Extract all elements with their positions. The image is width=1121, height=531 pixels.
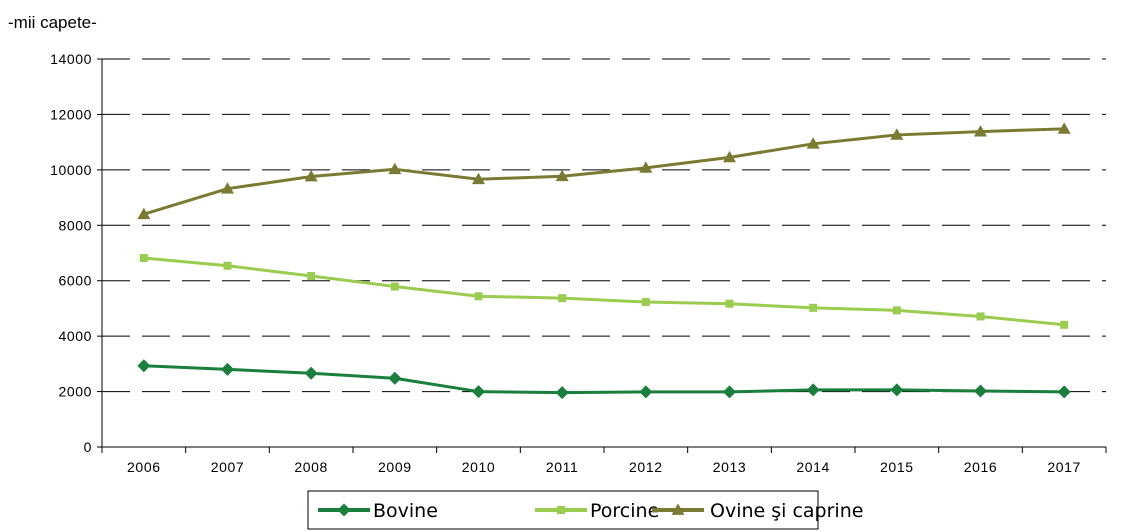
point-ovine-i-caprine-2011 bbox=[555, 169, 569, 182]
y-tick-label-6000: 6000 bbox=[58, 273, 92, 289]
series-ovine-i-caprine bbox=[137, 122, 1071, 220]
gridlines bbox=[102, 58, 1106, 393]
point-porcine-2013 bbox=[725, 299, 734, 308]
point-bovine-2007 bbox=[221, 362, 234, 376]
series-line-porcine bbox=[143, 256, 1065, 327]
point-bovine-2008 bbox=[304, 366, 318, 380]
series-line-bovine bbox=[143, 364, 1065, 395]
point-ovine-i-caprine-2012 bbox=[639, 161, 653, 173]
point-ovine-i-caprine-2008 bbox=[304, 170, 318, 182]
y-tick-label-2000: 2000 bbox=[58, 384, 92, 400]
point-porcine-2015 bbox=[892, 306, 901, 315]
legend: Bovine Porcine Ovine şi caprine bbox=[307, 490, 863, 530]
x-axis-ticks: 2006 2007 2008 2009 2010 2011 2012 2013 2014 2015… bbox=[101, 447, 1107, 475]
point-ovine-i-caprine-2017 bbox=[1057, 122, 1071, 134]
x-tick-label-2009: 2009 bbox=[378, 459, 412, 475]
y-tick-label-14000: 14000 bbox=[50, 51, 92, 67]
point-bovine-2014 bbox=[806, 383, 820, 397]
x-tick-label-2011: 2011 bbox=[546, 459, 579, 475]
series-lines bbox=[137, 122, 1071, 400]
y-tick-label-12000: 12000 bbox=[50, 106, 92, 122]
point-bovine-2017 bbox=[1057, 385, 1071, 399]
point-porcine-2016 bbox=[976, 312, 985, 321]
point-ovine-i-caprine-2015 bbox=[890, 128, 904, 140]
series-porcine bbox=[139, 253, 1069, 329]
axes bbox=[101, 59, 1106, 448]
point-porcine-2006 bbox=[139, 253, 148, 262]
point-bovine-2013 bbox=[723, 385, 736, 399]
point-porcine-2009 bbox=[390, 282, 399, 291]
series-line-ovine-i-caprine bbox=[143, 127, 1065, 216]
point-bovine-2015 bbox=[890, 383, 904, 397]
legend-marker-porcine bbox=[557, 506, 565, 514]
x-tick-label-2017: 2017 bbox=[1047, 459, 1081, 475]
x-tick-label-2008: 2008 bbox=[294, 459, 328, 475]
point-bovine-2009 bbox=[388, 371, 402, 385]
x-tick-label-2010: 2010 bbox=[462, 459, 496, 475]
legend-label-porcine: Porcine bbox=[590, 500, 659, 522]
legend-label-ovine-i-caprine: Ovine şi caprine bbox=[710, 500, 863, 522]
y-tick-label-4000: 4000 bbox=[58, 328, 92, 344]
x-tick-label-2014: 2014 bbox=[796, 459, 830, 475]
y-axis-ticks: 0 2000 4000 6000 8000 10000 12000 14000 bbox=[50, 51, 102, 455]
x-tick-label-2015: 2015 bbox=[880, 459, 914, 475]
point-porcine-2011 bbox=[558, 294, 567, 303]
y-tick-label-0: 0 bbox=[84, 439, 92, 455]
point-bovine-2011 bbox=[555, 386, 569, 400]
point-ovine-i-caprine-2007 bbox=[221, 182, 234, 194]
point-porcine-2008 bbox=[307, 272, 316, 281]
point-porcine-2017 bbox=[1060, 320, 1069, 329]
point-ovine-i-caprine-2014 bbox=[806, 137, 820, 149]
point-bovine-2012 bbox=[639, 385, 653, 399]
point-bovine-2010 bbox=[472, 385, 485, 399]
point-porcine-2010 bbox=[474, 292, 483, 301]
legend-label-bovine: Bovine bbox=[373, 500, 438, 522]
legend-marker-bovine bbox=[337, 503, 351, 517]
unit-label: -mii capete- bbox=[8, 13, 97, 32]
point-bovine-2006 bbox=[137, 359, 151, 373]
point-ovine-i-caprine-2006 bbox=[137, 207, 151, 220]
point-bovine-2016 bbox=[974, 384, 987, 398]
point-porcine-2012 bbox=[641, 298, 650, 307]
x-tick-label-2007: 2007 bbox=[211, 459, 245, 475]
point-porcine-2007 bbox=[223, 261, 232, 270]
point-ovine-i-caprine-2013 bbox=[723, 150, 736, 163]
y-tick-label-10000: 10000 bbox=[50, 162, 92, 178]
point-ovine-i-caprine-2009 bbox=[388, 162, 402, 175]
y-tick-label-8000: 8000 bbox=[58, 217, 92, 233]
point-porcine-2014 bbox=[809, 303, 818, 312]
legend-marker-ovine-i-caprine bbox=[671, 503, 685, 515]
series-bovine bbox=[137, 359, 1071, 400]
x-tick-label-2006: 2006 bbox=[127, 459, 161, 475]
x-tick-label-2013: 2013 bbox=[713, 459, 747, 475]
x-tick-label-2012: 2012 bbox=[629, 459, 663, 475]
point-ovine-i-caprine-2010 bbox=[472, 172, 485, 185]
point-ovine-i-caprine-2016 bbox=[974, 125, 987, 137]
x-tick-label-2016: 2016 bbox=[964, 459, 998, 475]
